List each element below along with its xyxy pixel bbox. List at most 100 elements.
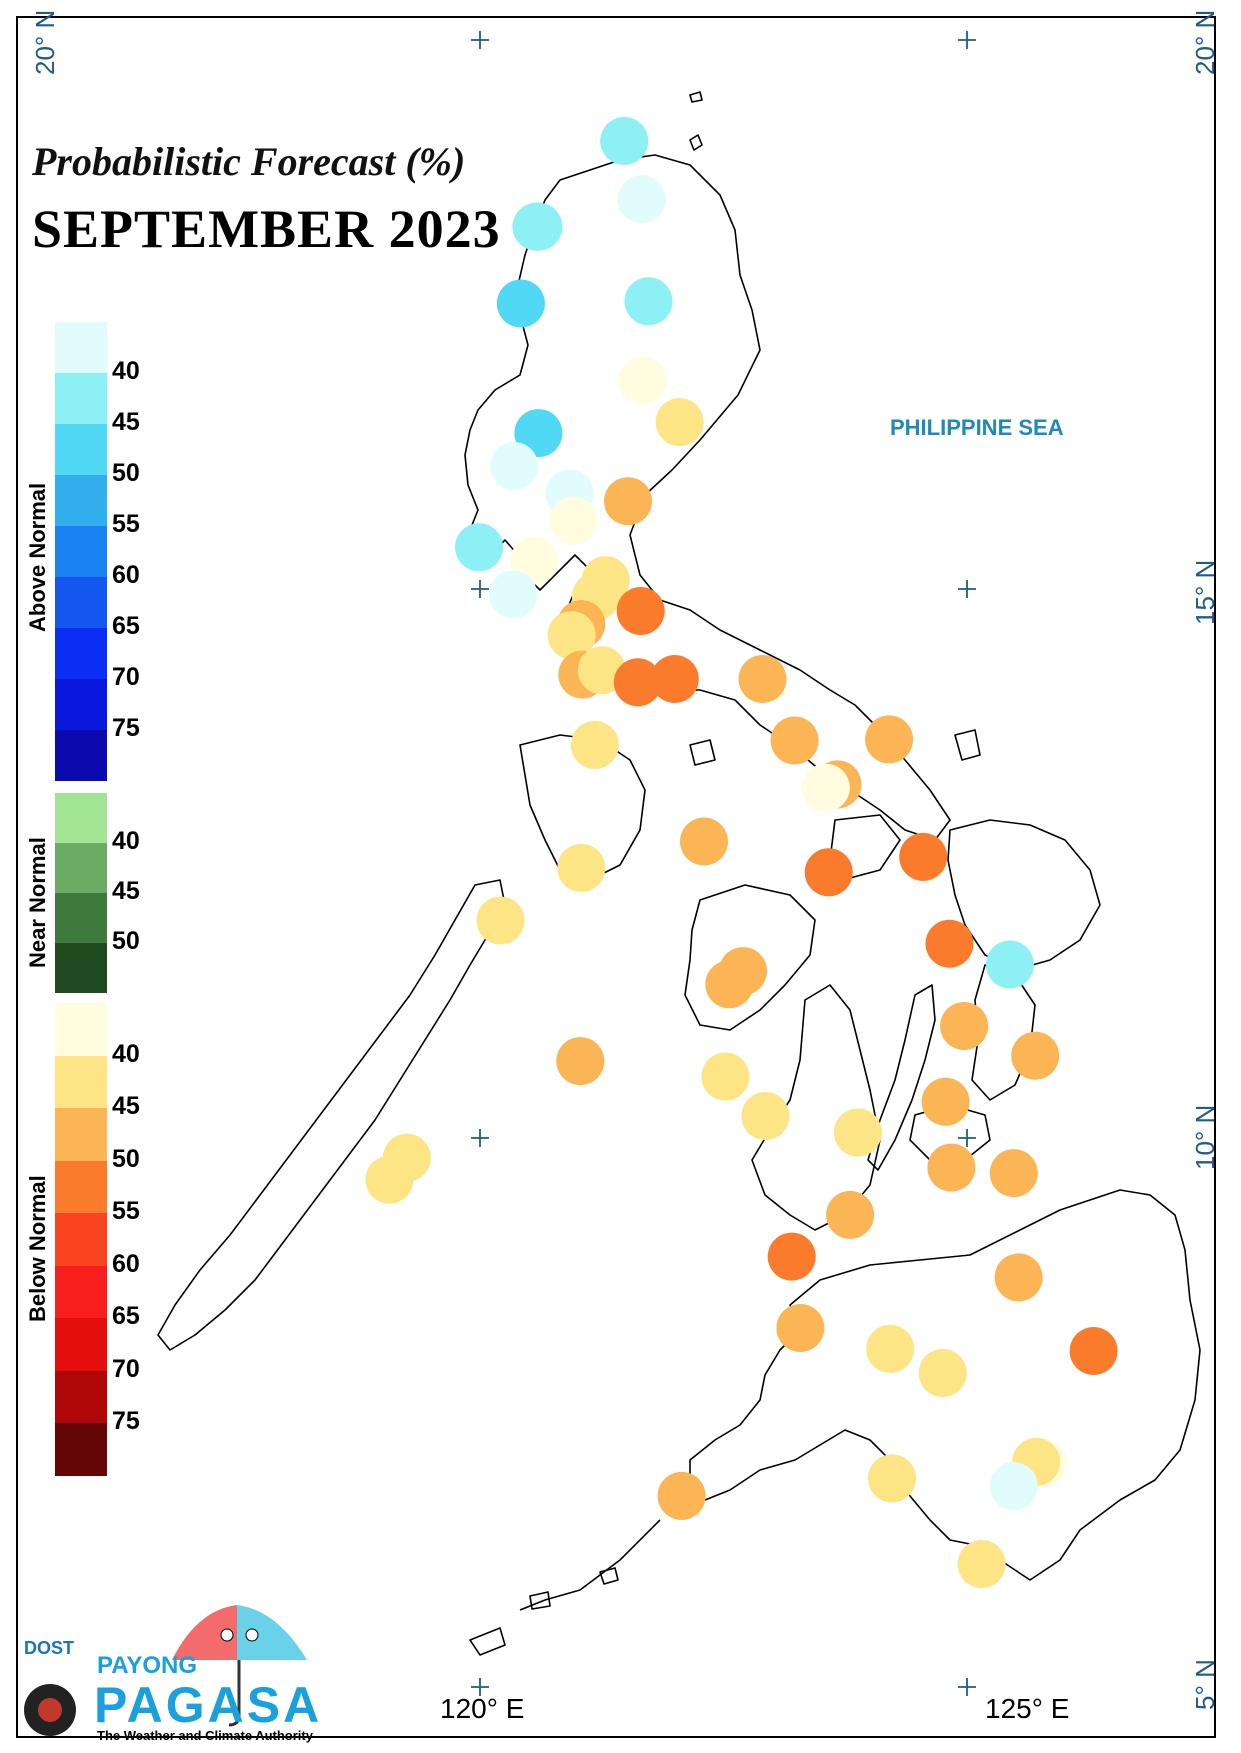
legend-swatch — [55, 577, 107, 628]
station-marker-below — [776, 1304, 825, 1352]
station-marker-below — [1011, 1031, 1060, 1080]
legend-swatch — [55, 1108, 107, 1161]
legend-above-normal-label: Above Normal — [25, 482, 50, 632]
station-marker-below — [741, 1092, 790, 1140]
palawan-island — [157, 879, 506, 1351]
legend-swatch — [55, 1423, 107, 1476]
dost-label: DOST — [24, 1638, 75, 1658]
legend-tick-label: 55 — [112, 510, 140, 538]
station-marker-below — [657, 1471, 706, 1520]
pagasa-wordmark: PAGASA — [94, 1677, 323, 1733]
station-marker-below — [618, 356, 667, 405]
station-marker-above — [496, 279, 545, 328]
legend-tick-label: 40 — [112, 1039, 140, 1068]
legend-tick-label: 40 — [112, 827, 140, 855]
station-marker-below — [940, 1002, 989, 1050]
station-marker-below — [738, 655, 787, 703]
station-marker-above — [490, 442, 539, 490]
philippines-coastline — [157, 91, 1201, 1656]
station-marker-below — [604, 477, 652, 526]
legend-tick-label: 70 — [112, 1354, 140, 1383]
legend-tick-label: 65 — [112, 612, 140, 640]
legend-swatch — [55, 475, 107, 526]
graticule-cross — [471, 31, 489, 49]
graticule-cross — [471, 1129, 489, 1147]
station-marker-above — [624, 277, 673, 326]
legend-swatch — [55, 793, 107, 843]
tawi-tawi-island — [469, 1627, 506, 1656]
legend-swatch — [55, 843, 107, 893]
legend-swatch — [55, 1003, 107, 1056]
legend-swatch — [55, 1370, 107, 1423]
station-marker-below — [918, 1349, 967, 1397]
station-marker-below — [476, 896, 525, 945]
station-marker-below — [994, 1253, 1043, 1302]
legend-swatch — [55, 1160, 107, 1213]
legend-tick-label: 45 — [112, 1092, 140, 1120]
station-marker-above — [985, 940, 1034, 989]
legend-tick-label: 50 — [112, 1144, 140, 1173]
graticule-cross — [958, 580, 976, 598]
babuyan-island — [689, 91, 703, 103]
legend-tick-label: 60 — [112, 561, 140, 589]
station-marker-below — [557, 843, 606, 892]
legend-swatch — [55, 943, 107, 993]
legend-near-normal-label: Near Normal — [25, 837, 50, 968]
station-marker-below — [650, 655, 699, 703]
station-marker-below — [365, 1155, 414, 1204]
legend-tick-label: 70 — [112, 663, 140, 691]
legend-swatch — [55, 1213, 107, 1266]
station-marker-below — [866, 1324, 915, 1373]
graticule-cross — [471, 580, 489, 598]
lon-label-125e: 125° E — [985, 1693, 1070, 1724]
legend-tick-label: 65 — [112, 1302, 140, 1330]
station-marker-below — [826, 1190, 875, 1239]
lat-label-10n: 10° N — [1190, 1104, 1220, 1170]
graticule-cross — [958, 31, 976, 49]
station-marker-below — [767, 1232, 816, 1281]
station-marker-above — [512, 202, 561, 251]
legend-tick-label: 50 — [112, 927, 140, 955]
station-marker-above — [489, 570, 538, 619]
legend-swatch — [55, 424, 107, 475]
graticule-cross — [958, 1678, 976, 1696]
station-marker-below — [549, 496, 598, 545]
station-marker-below — [701, 1052, 750, 1101]
station-marker-below — [547, 611, 596, 660]
station-marker-above — [989, 1462, 1038, 1511]
sea-label: PHILIPPINE SEA — [890, 415, 1064, 440]
lat-label-20n-right: 20° N — [1190, 9, 1220, 75]
station-marker-below — [613, 658, 662, 707]
samar-island — [947, 819, 1101, 971]
station-marker-below — [804, 848, 853, 897]
map-frame — [16, 16, 1216, 1738]
legend-tick-label: 75 — [112, 714, 140, 742]
legend-tick-label: 50 — [112, 459, 140, 487]
panay-island — [684, 884, 816, 1031]
legend-swatch — [55, 893, 107, 943]
station-marker-below — [865, 715, 914, 764]
lat-label-20n-left: 20° N — [30, 9, 60, 75]
station-marker-below — [680, 817, 728, 866]
legend-tick-label: 40 — [112, 357, 140, 385]
station-marker-below — [989, 1149, 1038, 1198]
station-marker-above — [514, 409, 563, 458]
legend-tick-label: 55 — [112, 1197, 140, 1225]
station-marker-below — [868, 1454, 916, 1503]
lat-label-5n: 5° N — [1190, 1659, 1220, 1710]
lon-label-120e: 120° E — [440, 1693, 525, 1724]
station-marker-below — [927, 1143, 976, 1192]
forecast-month: SEPTEMBER 2023 — [32, 199, 501, 259]
station-marker-below — [1069, 1327, 1118, 1375]
legend-swatch — [55, 1265, 107, 1318]
pagasa-tagline: The Weather and Climate Authority — [97, 1728, 313, 1743]
sulu-islands — [519, 1519, 661, 1611]
umbrella-icon — [24, 1605, 307, 1736]
station-marker-below — [833, 1108, 882, 1157]
forecast-stations — [365, 117, 1118, 1588]
station-marker-below — [801, 763, 850, 812]
station-marker-below — [655, 398, 704, 447]
batanes-island — [689, 134, 703, 151]
station-marker-below — [921, 1077, 970, 1126]
legend-swatch — [55, 1055, 107, 1108]
